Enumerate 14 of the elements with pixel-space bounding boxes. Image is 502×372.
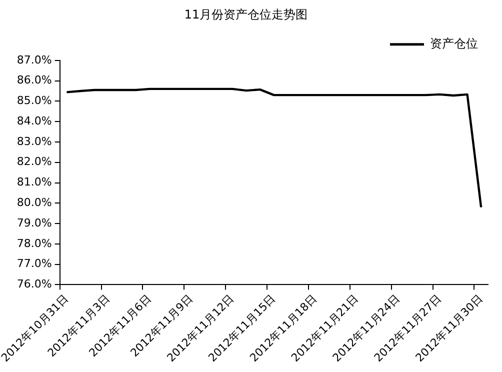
legend-label: 资产仓位 [430, 36, 478, 51]
y-tick-label: 77.0% [16, 257, 52, 270]
y-tick-label: 81.0% [16, 176, 52, 189]
y-tick-label: 80.0% [16, 196, 52, 210]
y-tick-label: 87.0% [16, 53, 52, 66]
y-tick-label: 86.0% [16, 74, 52, 87]
y-tick-label: 85.0% [16, 94, 52, 108]
y-tick-label: 78.0% [16, 236, 52, 250]
y-tick-label: 84.0% [16, 114, 52, 128]
y-tick-label: 79.0% [16, 216, 52, 230]
chart-title: 11月份资产仓位走势图 [184, 7, 308, 22]
y-tick-label: 76.0% [16, 278, 52, 291]
y-tick-label: 82.0% [16, 155, 52, 168]
y-tick-label: 83.0% [16, 134, 52, 148]
